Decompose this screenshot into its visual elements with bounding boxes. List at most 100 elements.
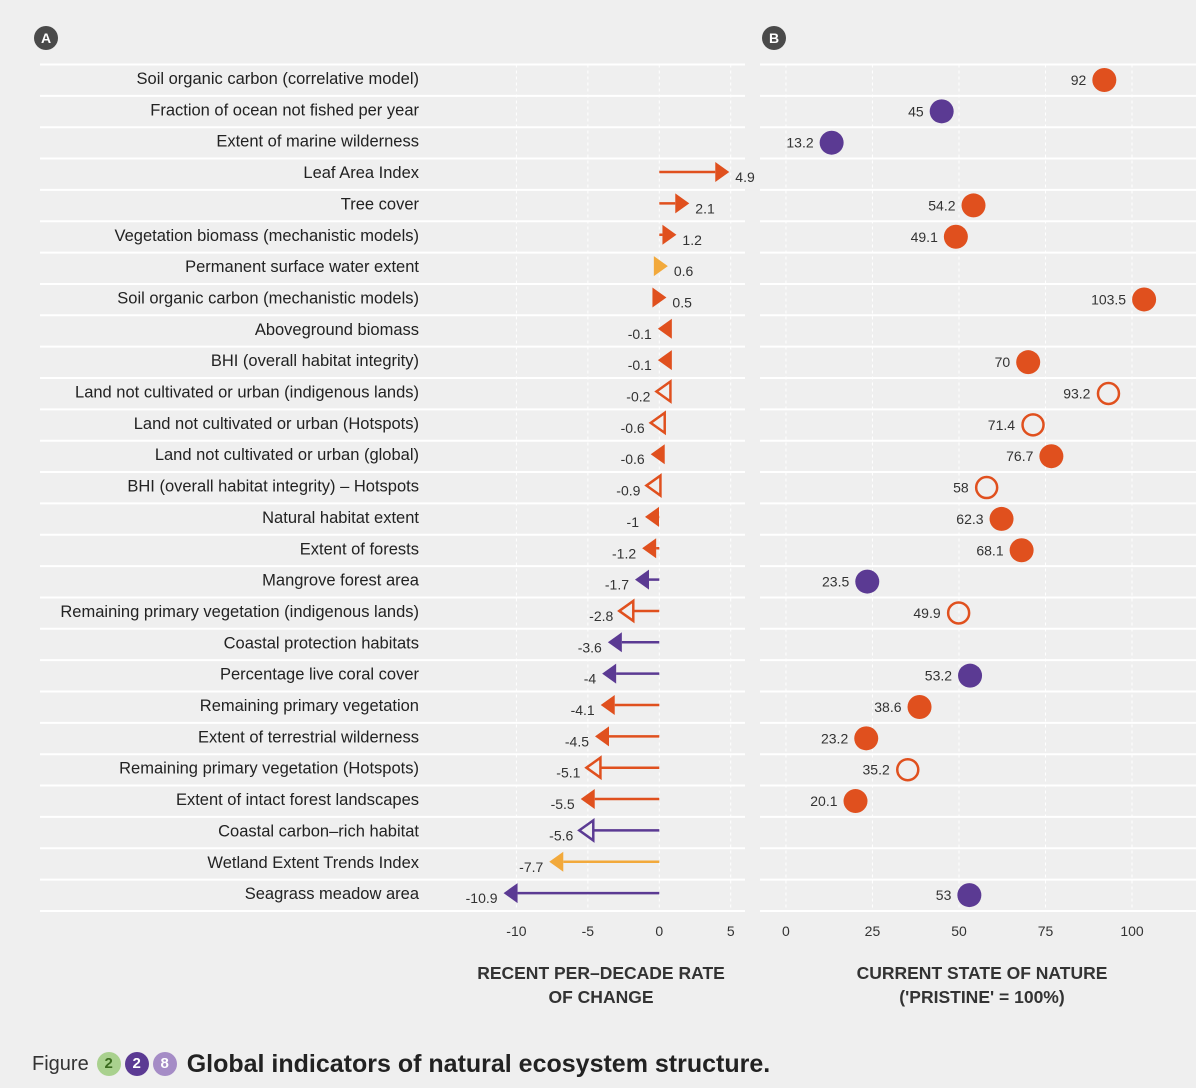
state-dot-hollow (1021, 413, 1045, 437)
state-dot (958, 663, 983, 688)
panel-a-badge (34, 26, 58, 50)
arrow-value-label: -4 (584, 671, 597, 687)
state-value-label: 45 (908, 103, 924, 119)
state-value-label: 49.1 (911, 229, 938, 245)
arrow-value-label: -0.6 (621, 420, 645, 436)
arrow-head (653, 256, 668, 277)
caption-badge-1: 2 (96, 1052, 121, 1076)
category-label: BHI (overall habitat integrity) – Hotspo… (127, 478, 419, 496)
arrow-head (645, 506, 659, 527)
x-tick-label-a: -10 (506, 923, 526, 939)
category-label: Extent of marine wilderness (216, 133, 419, 151)
arrow-head-hollow (577, 817, 595, 843)
state-dot (1016, 350, 1041, 375)
state-dot-hollow (946, 601, 971, 625)
category-label: BHI (overall habitat integrity) (211, 352, 419, 370)
state-dot (1009, 538, 1034, 563)
state-dot (1039, 444, 1064, 469)
arrow-head (657, 350, 672, 371)
state-dot (819, 130, 844, 155)
arrow-value-label: -0.9 (616, 483, 640, 499)
arrow-value-label: 0.5 (672, 294, 692, 310)
arrow-head (715, 162, 730, 183)
category-label: Fraction of ocean not fished per year (150, 101, 419, 119)
state-value-label: 53.2 (925, 668, 952, 684)
arrow-head (635, 569, 649, 590)
arrow-value-label: -1.7 (605, 577, 629, 593)
category-label: Coastal protection habitats (224, 634, 419, 652)
arrow-head (607, 632, 622, 653)
state-value-label: 35.2 (863, 762, 890, 778)
arrow-head (662, 224, 677, 245)
arrow-value-label: -0.6 (621, 451, 645, 467)
state-value-label: 38.6 (874, 699, 901, 715)
category-label: Seagrass meadow area (245, 885, 420, 903)
category-label: Remaining primary vegetation (200, 697, 419, 715)
category-label: Permanent surface water extent (185, 258, 419, 276)
panel-a-label: A (41, 30, 51, 46)
state-value-label: 13.2 (786, 135, 813, 151)
arrow-value-label: -0.1 (628, 357, 652, 373)
arrow-head (580, 789, 595, 810)
arrow-value-label: 0.6 (674, 263, 694, 279)
category-label: Percentage live coral cover (220, 666, 420, 684)
state-dot (989, 506, 1014, 531)
state-value-label: 62.3 (956, 511, 983, 527)
arrow-value-label: -5.5 (551, 796, 575, 812)
arrow-head (652, 287, 667, 308)
arrow-value-label: -7.7 (519, 859, 543, 875)
state-dot (907, 695, 932, 719)
panel-b-badge (762, 26, 786, 50)
figure-caption: Figure 2 2 8 Global indicators of natura… (32, 1046, 770, 1082)
arrow-value-label: -1.2 (612, 545, 636, 561)
arrow-head (600, 695, 615, 715)
state-dot (855, 569, 880, 594)
caption-prefix: Figure (32, 1052, 89, 1075)
x-tick-label-b: 75 (1038, 923, 1054, 939)
category-label: Aboveground biomass (255, 321, 419, 339)
category-label: Mangrove forest area (262, 572, 420, 590)
arrow-value-label: 4.9 (735, 169, 755, 185)
arrow-head-hollow (644, 473, 662, 498)
state-value-label: 70 (995, 354, 1011, 370)
category-label: Land not cultivated or urban (Hotspots) (134, 415, 419, 433)
state-value-label: 76.7 (1006, 448, 1033, 464)
state-dot (1132, 287, 1157, 312)
arrow-value-label: -2.8 (589, 608, 613, 624)
state-dot (843, 789, 868, 814)
state-dot (854, 726, 879, 751)
category-label: Extent of intact forest landscapes (176, 791, 419, 809)
arrow-head (549, 851, 564, 872)
state-dot (943, 224, 968, 249)
x-tick-label-b: 25 (865, 923, 881, 939)
category-label: Remaining primary vegetation (Hotspots) (119, 760, 419, 778)
x-tick-label-b: 100 (1120, 923, 1144, 939)
arrow-value-label: 2.1 (695, 200, 715, 216)
category-label: Land not cultivated or urban (global) (155, 446, 419, 464)
state-value-label: 23.2 (821, 730, 848, 746)
category-label: Remaining primary vegetation (indigenous… (60, 603, 419, 621)
category-label: Tree cover (341, 195, 420, 213)
arrow-value-label: -5.6 (549, 827, 573, 843)
arrow-value-label: -4.5 (565, 733, 589, 749)
arrow-head (675, 193, 690, 214)
arrow-value-label: -0.2 (626, 389, 650, 405)
state-value-label: 23.5 (822, 574, 849, 590)
state-value-label: 49.9 (913, 605, 940, 621)
x-axis-title-a-line2: OF CHANGE (549, 987, 654, 1007)
arrow-value-label: -1 (627, 514, 640, 530)
state-dot (957, 883, 982, 908)
x-tick-label-b: 0 (782, 923, 790, 939)
arrow-value-label: -5.1 (556, 765, 580, 781)
state-value-label: 53 (936, 887, 952, 903)
arrow-value-label: -3.6 (578, 639, 602, 655)
caption-badge-3: 8 (152, 1052, 177, 1076)
arrow-value-label: -10.9 (466, 890, 498, 906)
state-value-label: 93.2 (1063, 386, 1090, 402)
state-dot (929, 99, 954, 124)
state-value-label: 92 (1071, 72, 1087, 88)
state-dot (961, 193, 986, 218)
caption-title: Global indicators of natural ecosystem s… (186, 1049, 771, 1078)
arrow-head (503, 883, 518, 904)
x-axis-title-a-line1: RECENT PER–DECADE RATE (477, 963, 725, 983)
